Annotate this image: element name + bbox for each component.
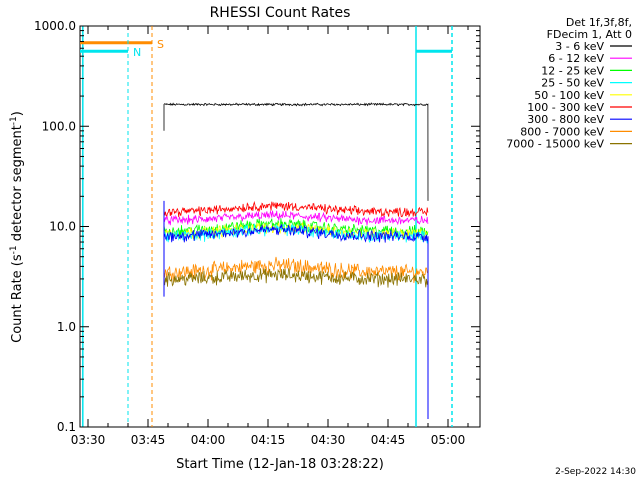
- y-tick-label: 1.0: [57, 320, 76, 334]
- annotation-label-N: N: [133, 46, 141, 59]
- y-axis: 0.1 1.0 10.0 100.0 1000.0: [34, 19, 480, 434]
- y-axis-label-sup: -1: [9, 245, 19, 254]
- reference-lines: SN: [80, 26, 453, 427]
- legend-label-1: 6 - 12 keV: [548, 52, 604, 65]
- legend-label-8: 7000 - 15000 keV: [506, 138, 604, 151]
- series-line-0: [163, 102, 429, 201]
- y-axis-label-suffix: detector segment: [10, 125, 25, 245]
- legend-label-0: 3 - 6 keV: [555, 40, 604, 53]
- footer-date: 2-Sep-2022 14:30: [555, 467, 636, 477]
- legend-label-2: 12 - 25 keV: [541, 64, 604, 77]
- legend-label-6: 300 - 800 keV: [527, 113, 604, 126]
- y-tick-label: 1000.0: [34, 19, 76, 33]
- x-tick-label: 03:30: [71, 433, 106, 447]
- series-line-8: [163, 267, 429, 288]
- legend-label-7: 800 - 7000 keV: [520, 125, 604, 138]
- x-tick-label: 04:30: [311, 433, 346, 447]
- plot-area: SN: [79, 25, 481, 428]
- y-tick-label: 0.1: [57, 420, 76, 434]
- series-line-6: [163, 224, 429, 243]
- annotation-label-S: S: [157, 38, 164, 51]
- y-axis-label-sup2: -1: [9, 116, 19, 125]
- y-axis-label-end: ): [10, 111, 25, 116]
- y-axis-label-prefix: Count Rate (s: [10, 254, 25, 343]
- x-tick-label: 04:15: [251, 433, 286, 447]
- series-line-5: [163, 200, 429, 218]
- x-tick-label: 03:45: [131, 433, 166, 447]
- legend-label-3: 25 - 50 keV: [541, 77, 604, 90]
- series-layer: [163, 102, 429, 420]
- y-axis-label: Count Rate (s-1 detector segment-1): [9, 111, 25, 343]
- x-tick-label: 05:00: [431, 433, 466, 447]
- series-line-1: [163, 209, 429, 226]
- x-axis-label: Start Time (12-Jan-18 03:28:22): [176, 457, 384, 472]
- x-tick-label: 04:45: [371, 433, 406, 447]
- series-line-7: [163, 256, 429, 284]
- legend: Det 1f,3f,8f, FDecim 1, Att 0 3 - 6 keV6…: [506, 16, 632, 151]
- legend-header-2: FDecim 1, Att 0: [547, 28, 632, 41]
- legend-label-4: 50 - 100 keV: [534, 89, 604, 102]
- y-tick-label: 10.0: [49, 220, 76, 234]
- legend-label-5: 100 - 300 keV: [527, 101, 604, 114]
- y-tick-label: 100.0: [42, 119, 76, 133]
- chart-title: RHESSI Count Rates: [210, 5, 351, 21]
- legend-header-1: Det 1f,3f,8f,: [566, 16, 632, 29]
- x-axis: 03:30 03:45 04:00 04:15 04:30 04:45 05:00: [71, 26, 469, 447]
- x-tick-label: 04:00: [191, 433, 226, 447]
